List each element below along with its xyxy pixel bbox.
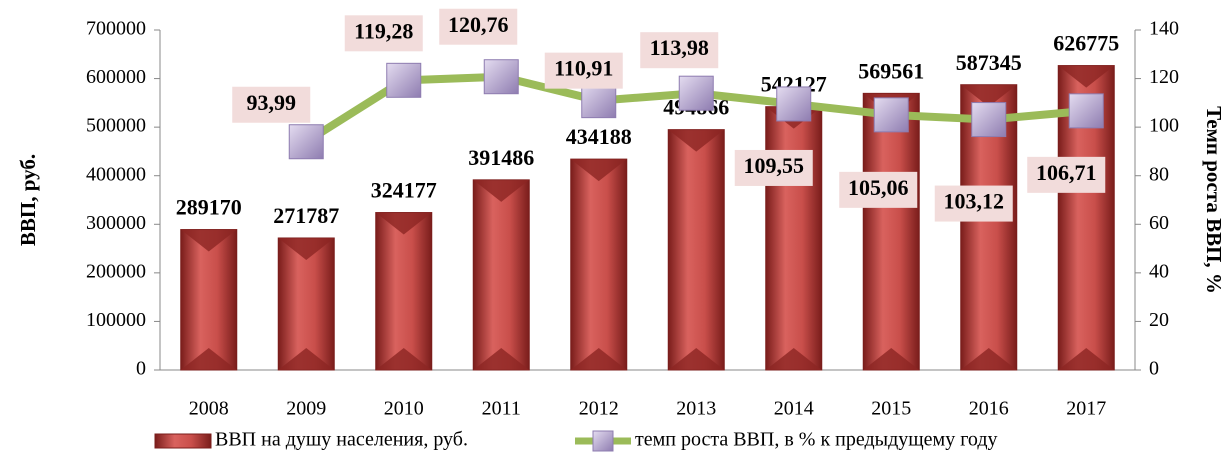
bar-bevel [473,348,530,370]
bar-bevel [375,348,432,370]
line-marker [873,97,909,133]
bar [862,92,920,371]
legend-label: темп роста ВВП, в % к предыдущему году [635,429,998,451]
data-label: 587345 [956,50,1022,75]
bar-bevel [570,348,627,370]
line-marker [483,59,519,95]
data-label-box [544,52,623,89]
data-label: 109,55 [744,153,805,178]
x-tick-label: 2009 [286,398,326,420]
line-marker [971,102,1007,138]
x-tick-label: 2013 [676,398,716,420]
y2-tick-label: 0 [1149,358,1159,380]
x-tick-label: 2008 [189,398,229,420]
legend-label: ВВП на душу населения, руб. [215,429,468,451]
y2-tick-label: 40 [1149,260,1169,282]
data-label: 289170 [176,195,242,220]
y2-tick-label: 100 [1149,115,1179,137]
y-tick-label: 300000 [86,212,146,234]
x-tick-label: 2017 [1066,398,1106,420]
data-label: 110,91 [554,56,613,81]
data-label-box [439,8,518,45]
bar [277,237,335,371]
bar-bevel [375,212,432,235]
y-axis-title: ВВП, руб. [16,154,40,246]
line-marker [776,86,812,122]
bar [765,106,823,371]
data-label: 434188 [566,124,632,149]
data-label: 105,06 [848,175,909,200]
bar-bevel [668,129,725,152]
data-label: 119,28 [354,18,413,43]
line-marker [678,75,714,111]
data-label-box [232,86,311,123]
y-tick-label: 700000 [86,18,146,40]
y2-tick-label: 80 [1149,163,1169,185]
data-label: 324177 [371,178,437,203]
line-marker [386,62,422,98]
data-label: 93,99 [247,90,297,115]
bar-bevel [570,159,627,182]
bar [667,129,725,371]
y2-tick-label: 120 [1149,66,1179,88]
data-label-box [734,149,813,186]
bar-bevel [960,84,1017,107]
x-tick-label: 2014 [774,398,814,420]
bar-bevel [668,348,725,370]
x-tick-label: 2012 [579,398,619,420]
data-label-box [934,185,1013,222]
y-tick-label: 400000 [86,163,146,185]
data-label-box [640,32,719,69]
data-label: 626775 [1053,31,1119,56]
line-marker [581,83,617,119]
bar-bevel [180,348,237,370]
legend-marker [592,430,614,452]
y-tick-label: 100000 [86,309,146,331]
data-label-box [1027,156,1106,193]
y2-tick-label: 60 [1149,212,1169,234]
bar-bevel [765,348,822,370]
bar-bevel [863,348,920,370]
bar-bevel [278,348,335,370]
y2-tick-label: 140 [1149,18,1179,40]
bar-bevel [960,348,1017,370]
data-label-box [839,171,918,208]
y-tick-label: 0 [136,358,146,380]
data-label: 120,76 [448,12,509,37]
legend-swatch [154,433,212,449]
data-label: 271787 [273,203,339,228]
x-tick-label: 2010 [384,398,424,420]
bar-bevel [1058,348,1115,370]
data-label: 569561 [858,58,924,83]
bar-bevel [473,179,530,202]
x-tick-label: 2016 [969,398,1009,420]
y-tick-label: 200000 [86,260,146,282]
data-label: 391486 [468,145,534,170]
data-label: 103,12 [944,189,1005,214]
bar-bevel [180,229,237,252]
x-tick-label: 2015 [871,398,911,420]
data-label-box [344,15,423,52]
bar [375,212,433,371]
data-label: 106,71 [1036,160,1097,185]
line-marker [288,124,324,160]
y-tick-label: 600000 [86,66,146,88]
data-label: 113,98 [650,35,709,60]
bar [570,158,628,371]
y-tick-label: 500000 [86,115,146,137]
bar-bevel [278,237,335,260]
y2-axis-title: Темп роста ВВП, % [1202,106,1226,294]
x-tick-label: 2011 [482,398,521,420]
line-marker [1068,93,1104,129]
bar-bevel [1058,65,1115,88]
y2-tick-label: 20 [1149,309,1169,331]
bar [472,179,530,371]
